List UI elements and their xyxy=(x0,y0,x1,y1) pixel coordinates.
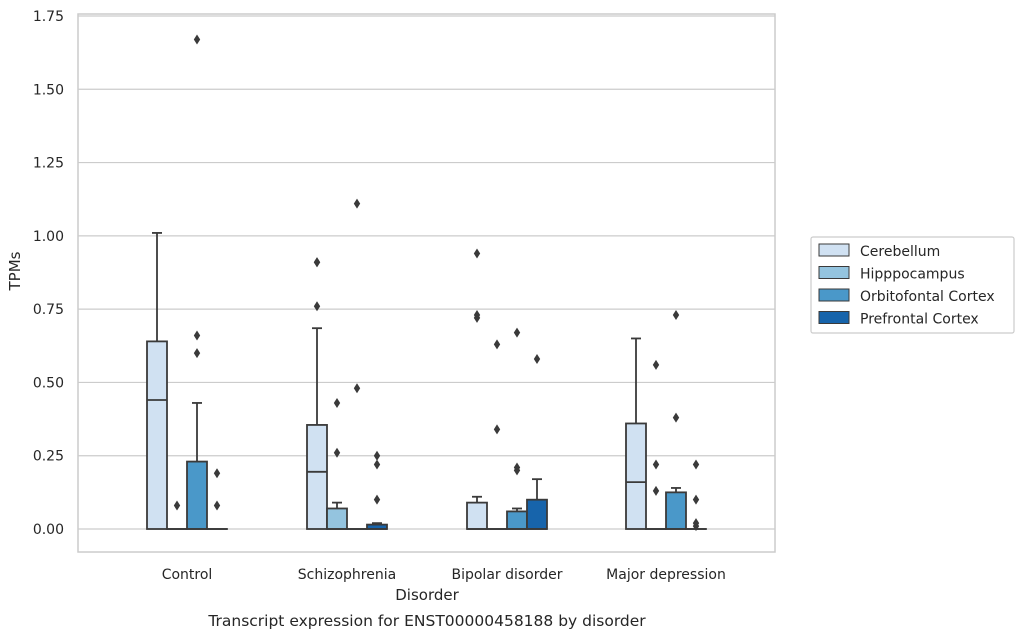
box-orbitofontal-cortex-bipolar-disorder xyxy=(507,328,527,529)
y-tick-label: 0.50 xyxy=(33,375,64,391)
outlier-point xyxy=(374,451,380,461)
box-orbitofontal-cortex-schizophrenia xyxy=(347,199,367,529)
box-prefrontal-cortex-bipolar-disorder xyxy=(527,354,547,529)
y-tick-label: 0.75 xyxy=(33,302,64,318)
outlier-point xyxy=(653,360,659,370)
legend-label: Cerebellum xyxy=(860,244,940,260)
outlier-point xyxy=(474,248,480,258)
outlier-point xyxy=(673,413,679,423)
x-tick-label: Major depression xyxy=(606,567,726,583)
x-tick-label: Bipolar disorder xyxy=(451,567,562,583)
box-hipppocampus-schizophrenia xyxy=(327,398,347,529)
box-body xyxy=(626,423,646,529)
plot-area-frame xyxy=(78,14,775,552)
y-tick-label: 1.00 xyxy=(33,229,64,245)
box-cerebellum-bipolar-disorder xyxy=(467,248,487,529)
box-hipppocampus-bipolar-disorder xyxy=(487,339,507,529)
y-tick-label: 1.25 xyxy=(33,156,64,172)
box-body xyxy=(467,503,487,529)
legend-swatch xyxy=(819,289,849,301)
outlier-point xyxy=(214,501,220,511)
box-body xyxy=(147,341,167,529)
y-tick-label: 0.00 xyxy=(33,522,64,538)
box-orbitofontal-cortex-control xyxy=(187,34,207,529)
outlier-point xyxy=(354,383,360,393)
outlier-point xyxy=(494,339,500,349)
y-tick-label: 1.50 xyxy=(33,82,64,98)
outlier-point xyxy=(194,348,200,358)
box-body xyxy=(307,425,327,529)
box-body xyxy=(507,511,527,529)
chart-title: Transcript expression for ENST0000045818… xyxy=(207,612,646,630)
box-prefrontal-cortex-control xyxy=(207,468,227,529)
outlier-point xyxy=(314,257,320,267)
legend-swatch xyxy=(819,267,849,279)
y-tick-label: 0.25 xyxy=(33,449,64,465)
box-cerebellum-schizophrenia xyxy=(307,257,327,529)
outlier-point xyxy=(354,199,360,209)
box-prefrontal-cortex-schizophrenia xyxy=(367,451,387,529)
outlier-point xyxy=(693,460,699,470)
x-tick-label: Control xyxy=(162,567,213,583)
box-orbitofontal-cortex-major-depression xyxy=(666,310,686,529)
outlier-point xyxy=(693,495,699,505)
outlier-point xyxy=(494,424,500,434)
box-body xyxy=(187,462,207,529)
box-prefrontal-cortex-major-depression xyxy=(686,460,706,532)
outlier-point xyxy=(374,495,380,505)
legend-label: Orbitofontal Cortex xyxy=(860,289,995,305)
box-body xyxy=(666,492,686,529)
legend-label: Hipppocampus xyxy=(860,267,965,283)
outlier-point xyxy=(673,310,679,320)
box-hipppocampus-control xyxy=(167,501,187,529)
x-tick-label: Schizophrenia xyxy=(298,567,396,583)
box-hipppocampus-major-depression xyxy=(646,360,666,529)
box-cerebellum-major-depression xyxy=(626,338,646,529)
y-axis-label: TPMs xyxy=(6,251,24,291)
legend: Cerebellum Hipppocampus Orbitofontal Corte… xyxy=(811,237,1014,333)
outlier-point xyxy=(194,331,200,341)
y-tick-label: 1.75 xyxy=(33,9,64,25)
outlier-point xyxy=(334,398,340,408)
box-body xyxy=(527,500,547,529)
outlier-point xyxy=(534,354,540,364)
outlier-point xyxy=(653,460,659,470)
box-body xyxy=(327,508,347,529)
outlier-point xyxy=(194,34,200,44)
outlier-point xyxy=(514,328,520,338)
outlier-point xyxy=(653,486,659,496)
legend-label: Prefrontal Cortex xyxy=(860,312,979,328)
legend-swatch xyxy=(819,244,849,256)
box-cerebellum-control xyxy=(147,233,167,529)
x-axis-label: Disorder xyxy=(395,586,459,604)
outlier-point xyxy=(214,468,220,478)
legend-swatch xyxy=(819,312,849,324)
outlier-point xyxy=(174,501,180,511)
outlier-point xyxy=(374,460,380,470)
